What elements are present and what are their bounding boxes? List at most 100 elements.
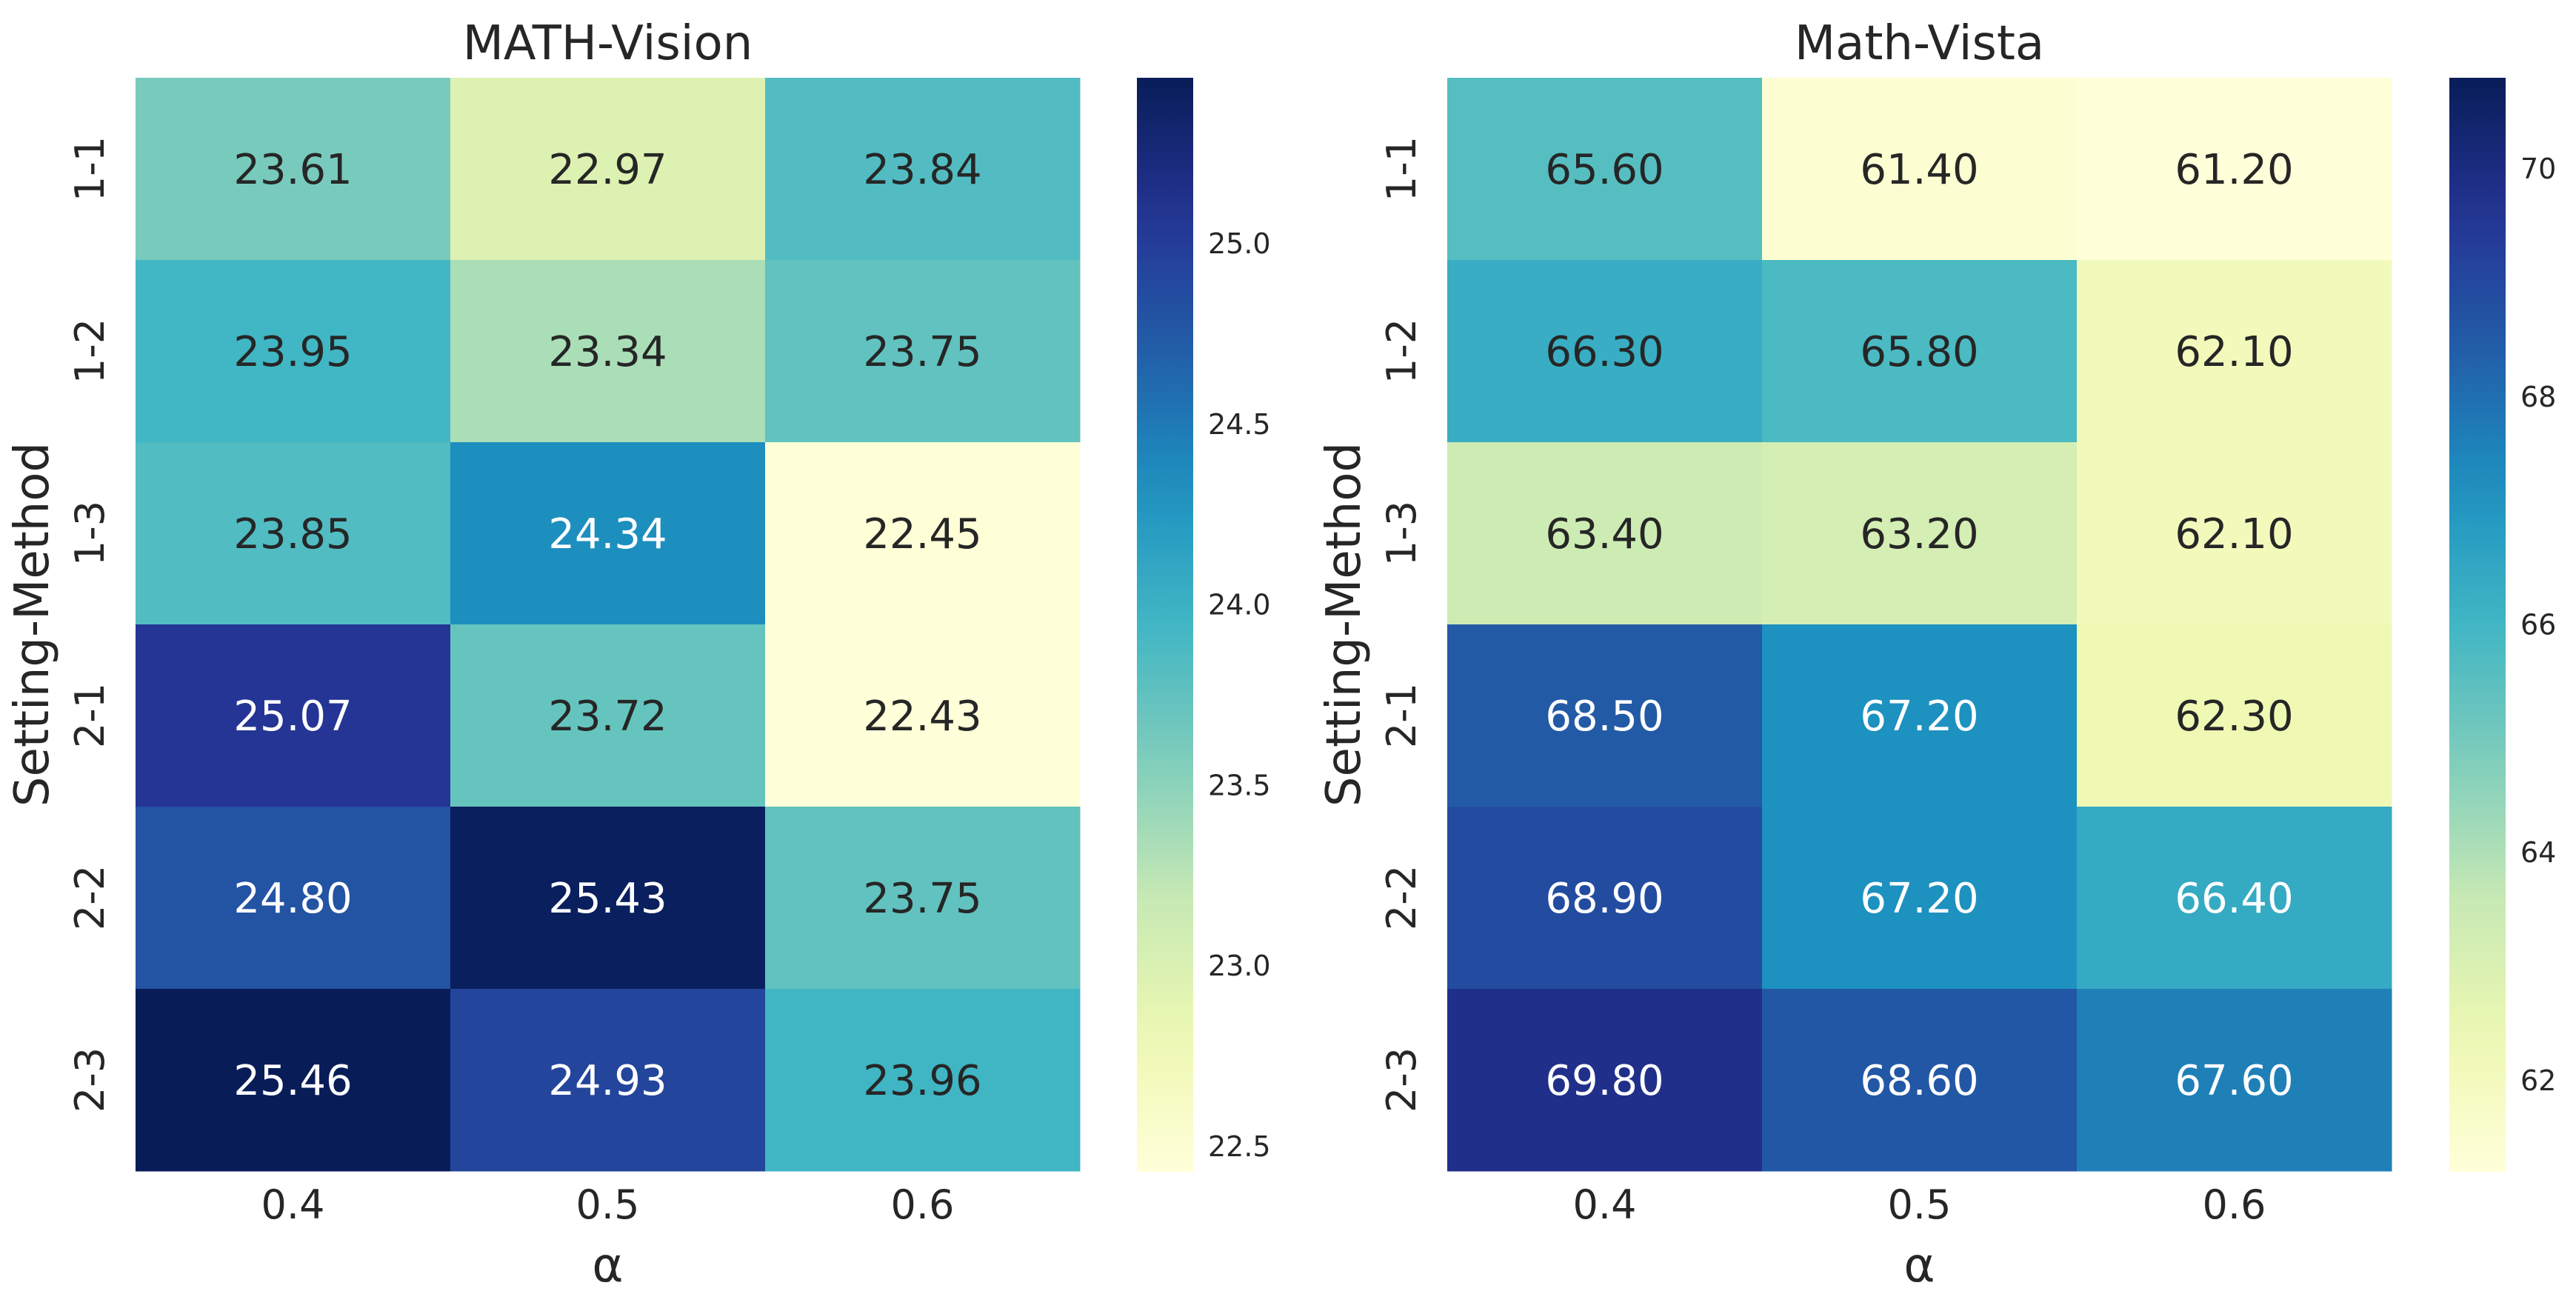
colorbar-tick-label: 24.5	[1208, 408, 1271, 441]
heatmap-cell	[450, 78, 766, 261]
heatmap-cell	[765, 989, 1081, 1172]
heatmap-panel-2: Math-Vista 65.60 61.40 61.20 66.30 65.80 62.10…	[1317, 16, 2556, 1293]
cell-value-label: 68.90	[1545, 875, 1664, 923]
cell-value-label: 63.40	[1545, 510, 1664, 558]
cell-value-label: 23.85	[233, 510, 352, 558]
y-tick-label: 1-3	[1378, 501, 1425, 566]
cell-value-label: 25.07	[233, 693, 352, 741]
cell-value-label: 25.43	[548, 875, 667, 923]
cell-value-label: 22.43	[863, 693, 981, 741]
cell-value-label: 22.97	[548, 146, 667, 194]
y-tick-label: 2-1	[67, 683, 113, 748]
y-tick-label: 2-3	[1378, 1047, 1425, 1113]
heatmap-cell	[136, 260, 451, 443]
y-axis-label: Setting-Method	[1317, 442, 1372, 807]
cell-value-label: 67.60	[2175, 1057, 2293, 1105]
heatmap-cell	[765, 78, 1081, 261]
cell-value-label: 63.20	[1860, 510, 1978, 558]
y-tick-label: 2-1	[1378, 683, 1425, 748]
heatmap-cell	[2077, 78, 2392, 261]
cell-value-label: 24.93	[548, 1057, 667, 1105]
heatmap-cell	[1447, 807, 1763, 990]
cell-value-label: 22.45	[863, 510, 981, 558]
heatmap-cell	[1762, 624, 2078, 807]
colorbar-tick-label: 62	[2520, 1064, 2556, 1097]
heatmap-cell	[450, 989, 766, 1172]
heatmap-cell	[1447, 442, 1763, 625]
x-tick-label: 0.6	[2203, 1181, 2266, 1228]
cell-value-label: 68.50	[1545, 693, 1664, 741]
heatmap-cell	[2077, 624, 2392, 807]
cell-value-label: 62.30	[2175, 693, 2293, 741]
cell-value-label: 23.34	[548, 328, 667, 376]
cell-value-label: 65.80	[1860, 328, 1978, 376]
heatmap-cell	[450, 624, 766, 807]
heatmap-cell	[136, 989, 451, 1172]
colorbar	[1137, 78, 1193, 1172]
heatmap-cell	[1762, 260, 2078, 443]
cell-value-label: 23.84	[863, 146, 981, 194]
colorbar-tick-label: 22.5	[1208, 1130, 1271, 1163]
heatmap-cell	[2077, 442, 2392, 625]
x-axis-label: α	[592, 1238, 623, 1293]
y-tick-label: 2-2	[1378, 865, 1425, 930]
cell-value-label: 61.40	[1860, 146, 1978, 194]
colorbar-tick-label: 23.5	[1208, 769, 1271, 801]
colorbar-tick-label: 24.0	[1208, 589, 1271, 621]
heatmap-cell	[1447, 624, 1763, 807]
cell-value-label: 62.10	[2175, 510, 2293, 558]
cell-value-label: 61.20	[2175, 146, 2293, 194]
colorbar-tick-label: 66	[2520, 609, 2556, 641]
heatmap-cell	[765, 807, 1081, 990]
cell-value-label: 24.34	[548, 510, 667, 558]
heatmap-cell	[1447, 260, 1763, 443]
heatmap-cell	[765, 624, 1081, 807]
cell-value-label: 65.60	[1545, 146, 1664, 194]
cell-value-label: 67.20	[1860, 693, 1978, 741]
x-tick-label: 0.5	[1888, 1181, 1952, 1228]
colorbar-tick-label: 64	[2520, 836, 2556, 869]
x-tick-label: 0.4	[1573, 1181, 1637, 1228]
heatmap-cell	[136, 442, 451, 625]
heatmap-cell	[1447, 78, 1763, 261]
cell-value-label: 66.30	[1545, 328, 1664, 376]
cell-value-label: 23.96	[863, 1057, 981, 1105]
chart-title: MATH-Vision	[463, 16, 753, 71]
colorbar-tick-label: 68	[2520, 381, 2556, 413]
heatmap-cells: 23.61 22.97 23.84 23.95 23.34 23.75 23.85 24.34…	[136, 78, 1081, 1172]
heatmap-cell	[765, 260, 1081, 443]
y-tick-label: 1-2	[67, 319, 113, 384]
y-tick-label: 1-2	[1378, 319, 1425, 384]
heatmap-cell	[1762, 442, 2078, 625]
heatmap-cell	[2077, 260, 2392, 443]
heatmap-cell	[136, 624, 451, 807]
heatmap-cell	[765, 442, 1081, 625]
cell-value-label: 23.95	[233, 328, 352, 376]
y-tick-label: 1-1	[67, 136, 113, 201]
cell-value-label: 25.46	[233, 1057, 352, 1105]
heatmap-cell	[1762, 807, 2078, 990]
cell-value-label: 69.80	[1545, 1057, 1664, 1105]
heatmap-cell	[136, 78, 451, 261]
heatmap-cell	[1447, 989, 1763, 1172]
y-tick-label: 2-2	[67, 865, 113, 930]
heatmap-cell	[136, 807, 451, 990]
cell-value-label: 23.75	[863, 875, 981, 923]
cell-value-label: 66.40	[2175, 875, 2293, 923]
cell-value-label: 67.20	[1860, 875, 1978, 923]
colorbar-tick-label: 23.0	[1208, 950, 1271, 982]
cell-value-label: 24.80	[233, 875, 352, 923]
y-tick-label: 1-3	[67, 501, 113, 566]
y-tick-label: 2-3	[67, 1047, 113, 1113]
heatmap-cells: 65.60 61.40 61.20 66.30 65.80 62.10 63.40 63.20…	[1447, 78, 2392, 1172]
x-axis-label: α	[1903, 1238, 1935, 1293]
x-tick-label: 0.6	[891, 1181, 955, 1228]
x-tick-label: 0.5	[576, 1181, 640, 1228]
heatmap-cell	[1762, 78, 2078, 261]
heatmap-cell	[2077, 989, 2392, 1172]
cell-value-label: 62.10	[2175, 328, 2293, 376]
heatmap-cell	[450, 260, 766, 443]
cell-value-label: 68.60	[1860, 1057, 1978, 1105]
colorbar-tick-label: 70	[2520, 153, 2556, 185]
